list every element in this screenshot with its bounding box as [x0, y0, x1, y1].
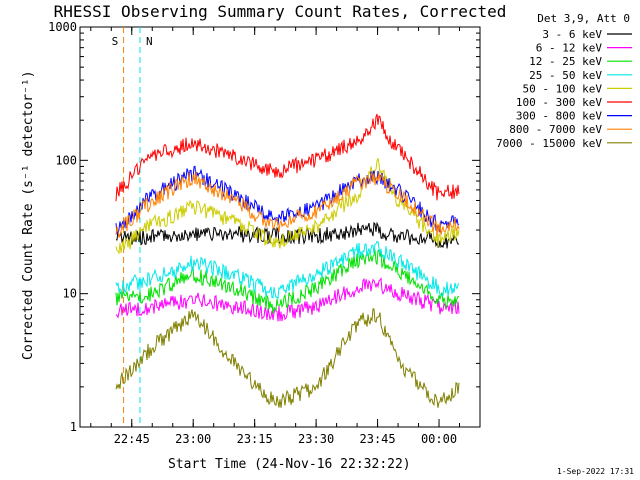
chart-title: RHESSI Observing Summary Count Rates, Co… — [54, 2, 507, 21]
legend-header: Det 3,9, Att 0 — [537, 12, 630, 25]
series-line — [115, 308, 460, 408]
x-tick-label: 00:00 — [421, 432, 457, 446]
y-axis: 1 10 100 1000 — [48, 20, 480, 434]
flag-label: N — [146, 35, 153, 48]
legend-label: 25 - 50 keV — [529, 69, 602, 82]
y-tick-label: 10 — [63, 287, 77, 301]
y-axis-label: Corrected Count Rate (s⁻¹ detector⁻¹) — [21, 70, 36, 360]
x-tick-label: 23:30 — [298, 432, 334, 446]
x-tick-label: 23:15 — [237, 432, 273, 446]
x-axis-label: Start Time (24-Nov-16 22:32:22) — [168, 457, 411, 472]
legend-label: 3 - 6 keV — [542, 28, 602, 41]
x-tick-label: 23:45 — [360, 432, 396, 446]
x-tick-label: 22:45 — [114, 432, 150, 446]
x-tick-label: 23:00 — [175, 432, 211, 446]
series-lines — [115, 113, 460, 408]
y-tick-label: 100 — [55, 153, 77, 167]
legend-label: 12 - 25 keV — [529, 55, 602, 68]
legend-label: 800 - 7000 keV — [509, 123, 602, 136]
legend-label: 50 - 100 keV — [523, 82, 603, 95]
series-line — [115, 113, 460, 202]
timestamp: 1-Sep-2022 17:31 — [557, 467, 634, 476]
legend-label: 300 - 800 keV — [516, 110, 602, 123]
legend-label: 100 - 300 keV — [516, 96, 602, 109]
series-line — [115, 170, 460, 238]
series-line — [115, 221, 460, 249]
series-line — [115, 158, 460, 255]
legend-label: 7000 - 15000 keV — [496, 137, 602, 150]
series-line — [115, 249, 460, 314]
y-tick-label: 1000 — [48, 20, 77, 34]
y-tick-label: 1 — [70, 420, 77, 434]
series-line — [115, 277, 460, 322]
legend-label: 6 - 12 keV — [536, 42, 603, 55]
x-axis: 22:45 23:00 23:15 23:30 23:45 00:00 — [90, 27, 461, 446]
series-line — [115, 165, 460, 237]
plot-frame — [79, 26, 481, 428]
series-line — [115, 240, 460, 300]
flag-label: S — [112, 35, 119, 48]
